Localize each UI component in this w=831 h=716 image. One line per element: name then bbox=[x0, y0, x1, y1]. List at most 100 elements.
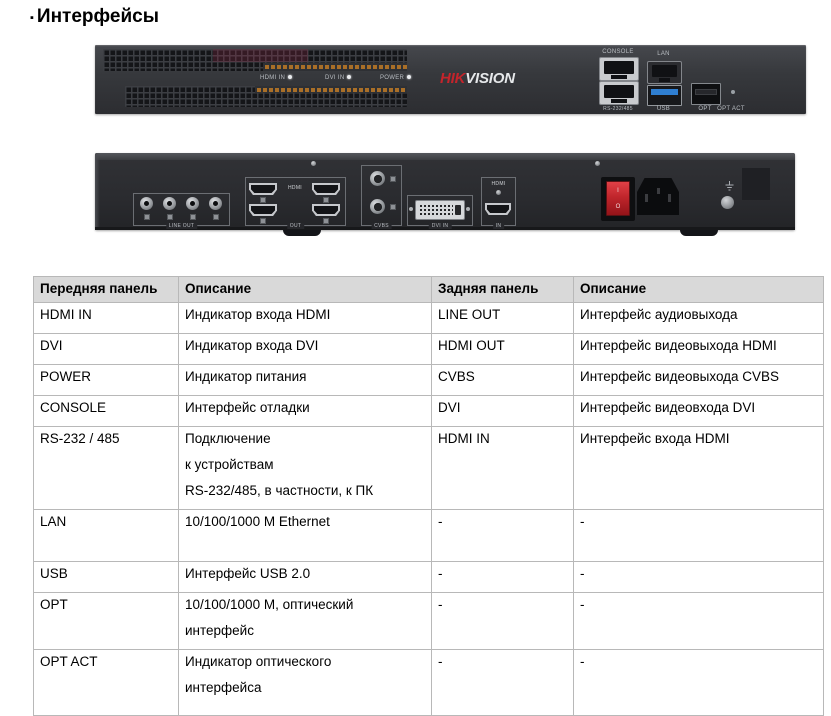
rear-panel-cell: CVBS bbox=[431, 364, 574, 396]
lan-rj45-port bbox=[647, 61, 682, 84]
rear-panel-cell: - bbox=[431, 592, 574, 650]
rear-panel-cell: HDMI IN bbox=[431, 426, 574, 510]
front-led-row: HDMI IN DVI IN POWER bbox=[255, 74, 495, 84]
front-panel-cell: CONSOLE bbox=[33, 395, 179, 427]
rubber-foot bbox=[283, 230, 321, 236]
front-panel-cell: USB bbox=[33, 561, 179, 593]
front-description-cell: 10/100/1000 M Ethernet bbox=[178, 509, 432, 562]
power-off-mark: O bbox=[615, 204, 621, 210]
usb-port-label: USB bbox=[656, 106, 671, 112]
front-panel-cell: POWER bbox=[33, 364, 179, 396]
usb-blue-tab bbox=[651, 89, 678, 95]
description-line: RS-232/485, в частности, к ПК bbox=[185, 483, 374, 498]
front-description-cell: Интерфейс USB 2.0 bbox=[178, 561, 432, 593]
description-line: интерфейс bbox=[185, 623, 254, 638]
in-label: IN bbox=[492, 223, 505, 229]
front-description-cell: Индикатор оптического интерфейса bbox=[178, 649, 432, 716]
dvi-in-led-label: DVI IN bbox=[325, 75, 352, 81]
rear-panel-cell: - bbox=[431, 509, 574, 562]
power-on-mark: I bbox=[617, 188, 619, 194]
dvi-screw-icon bbox=[466, 207, 470, 211]
cvbs-label: CVBS bbox=[371, 223, 392, 229]
front-panel-cell: RS-232 / 485 bbox=[33, 426, 179, 510]
rear-description-cell: - bbox=[573, 592, 824, 650]
audio-jack-icon bbox=[163, 197, 176, 210]
description-line: Индикатор входа DVI bbox=[185, 338, 319, 353]
front-panel-cell: LAN bbox=[33, 509, 179, 562]
out-label: OUT bbox=[286, 223, 305, 229]
power-switch: I O bbox=[601, 177, 635, 221]
interface-table: Передняя панель Описание Задняя панель О… bbox=[33, 276, 824, 716]
power-led-label: POWER bbox=[380, 75, 412, 81]
hdmi-in-screw-icon bbox=[496, 190, 501, 195]
hdmi-in-led-label: HDMI IN bbox=[260, 75, 293, 81]
port-indicator bbox=[260, 218, 266, 224]
port-indicator bbox=[323, 218, 329, 224]
hdmi-in-port bbox=[485, 203, 511, 215]
console-rj45-port bbox=[599, 57, 639, 81]
dvi-port bbox=[415, 200, 465, 220]
front-panel-image: HDMI IN DVI IN POWER HIKVISION CONSOLE R… bbox=[95, 45, 806, 114]
hdmi-out-group: HDMI OUT bbox=[245, 177, 346, 229]
jack-indicator bbox=[190, 214, 196, 220]
port-indicator bbox=[390, 204, 396, 210]
description-line: Индикатор питания bbox=[185, 369, 307, 384]
power-led-icon bbox=[407, 75, 412, 80]
ground-screw-icon bbox=[721, 196, 734, 209]
table-row: LAN 10/100/1000 M Ethernet - - bbox=[33, 509, 824, 562]
ac-pin bbox=[656, 188, 660, 194]
table-row: RS-232 / 485 Подключение к устройствам RS-… bbox=[33, 426, 824, 510]
front-description-cell: 10/100/1000 М, оптический интерфейс bbox=[178, 592, 432, 650]
rear-description-cell: Интерфейс видеовыхода CVBS bbox=[573, 364, 824, 396]
description-line: интерфейса bbox=[185, 680, 262, 695]
table-row: USB Интерфейс USB 2.0 - - bbox=[33, 561, 824, 593]
line-out-group: LINE OUT bbox=[133, 193, 230, 229]
front-panel-cell: OPT bbox=[33, 592, 179, 650]
opt-port-label: OPT bbox=[698, 106, 712, 112]
opt-sfp-port bbox=[691, 83, 721, 105]
rear-description-cell: Интерфейс видеовыхода HDMI bbox=[573, 333, 824, 365]
rubber-foot bbox=[680, 230, 718, 236]
rear-panel-cell: DVI bbox=[431, 395, 574, 427]
rs232-485-rj45-port bbox=[599, 81, 639, 105]
rear-description-cell: - bbox=[573, 509, 824, 562]
hdmi-out-port bbox=[249, 183, 277, 195]
hdmi-group-label: HDMI bbox=[288, 185, 302, 191]
rear-panel-cell: - bbox=[431, 561, 574, 593]
front-description-cell: Индикатор входа HDMI bbox=[178, 302, 432, 334]
description-line: Подключение bbox=[185, 431, 271, 446]
table-row: OPT ACT Индикатор оптического интерфейса … bbox=[33, 649, 824, 716]
description-line: Интерфейс отладки bbox=[185, 400, 310, 415]
header-front-panel: Передняя панель bbox=[33, 276, 179, 303]
description-line: 10/100/1000 M Ethernet bbox=[185, 514, 330, 529]
vent-grid-top bbox=[103, 49, 407, 71]
ground-symbol-icon bbox=[725, 181, 734, 191]
hdmi-in-top-label: HDMI bbox=[491, 181, 506, 187]
rear-description-cell: Интерфейс входа HDMI bbox=[573, 426, 824, 510]
dvi-in-label: DVI IN bbox=[428, 223, 452, 229]
description-line: к устройствам bbox=[185, 457, 274, 472]
table-row: POWER Индикатор питания CVBS Интерфейс в… bbox=[33, 364, 824, 396]
dvi-in-led-icon bbox=[347, 75, 352, 80]
header-front-description: Описание bbox=[178, 276, 432, 303]
ac-pin bbox=[645, 194, 648, 202]
hdmi-out-port bbox=[312, 204, 340, 216]
front-panel-cell: OPT ACT bbox=[33, 649, 179, 716]
lan-port-label: LAN bbox=[657, 51, 670, 57]
hdmi-in-group: HDMI IN bbox=[481, 177, 516, 229]
front-description-cell: Индикатор входа DVI bbox=[178, 333, 432, 365]
jack-indicator bbox=[213, 214, 219, 220]
manual-page: { "title": { "bullet": "▪", "text": "Инт… bbox=[30, 6, 824, 716]
audio-jack-icon bbox=[209, 197, 222, 210]
front-description-cell: Интерфейс отладки bbox=[178, 395, 432, 427]
port-indicator bbox=[323, 197, 329, 203]
rear-description-cell: Интерфейс аудиовыхода bbox=[573, 302, 824, 334]
vent-grid-bottom bbox=[125, 86, 407, 107]
rear-panel-cell: HDMI OUT bbox=[431, 333, 574, 365]
line-out-label: LINE OUT bbox=[165, 223, 198, 229]
table-row: OPT 10/100/1000 М, оптический интерфейс -… bbox=[33, 592, 824, 650]
chassis-screw-icon bbox=[595, 161, 600, 166]
interface-table-header: Передняя панель Описание Задняя панель О… bbox=[33, 276, 824, 303]
table-row: CONSOLE Интерфейс отладки DVI Интерфейс … bbox=[33, 395, 824, 427]
table-row: HDMI IN Индикатор входа HDMI LINE OUT Ин… bbox=[33, 302, 824, 334]
